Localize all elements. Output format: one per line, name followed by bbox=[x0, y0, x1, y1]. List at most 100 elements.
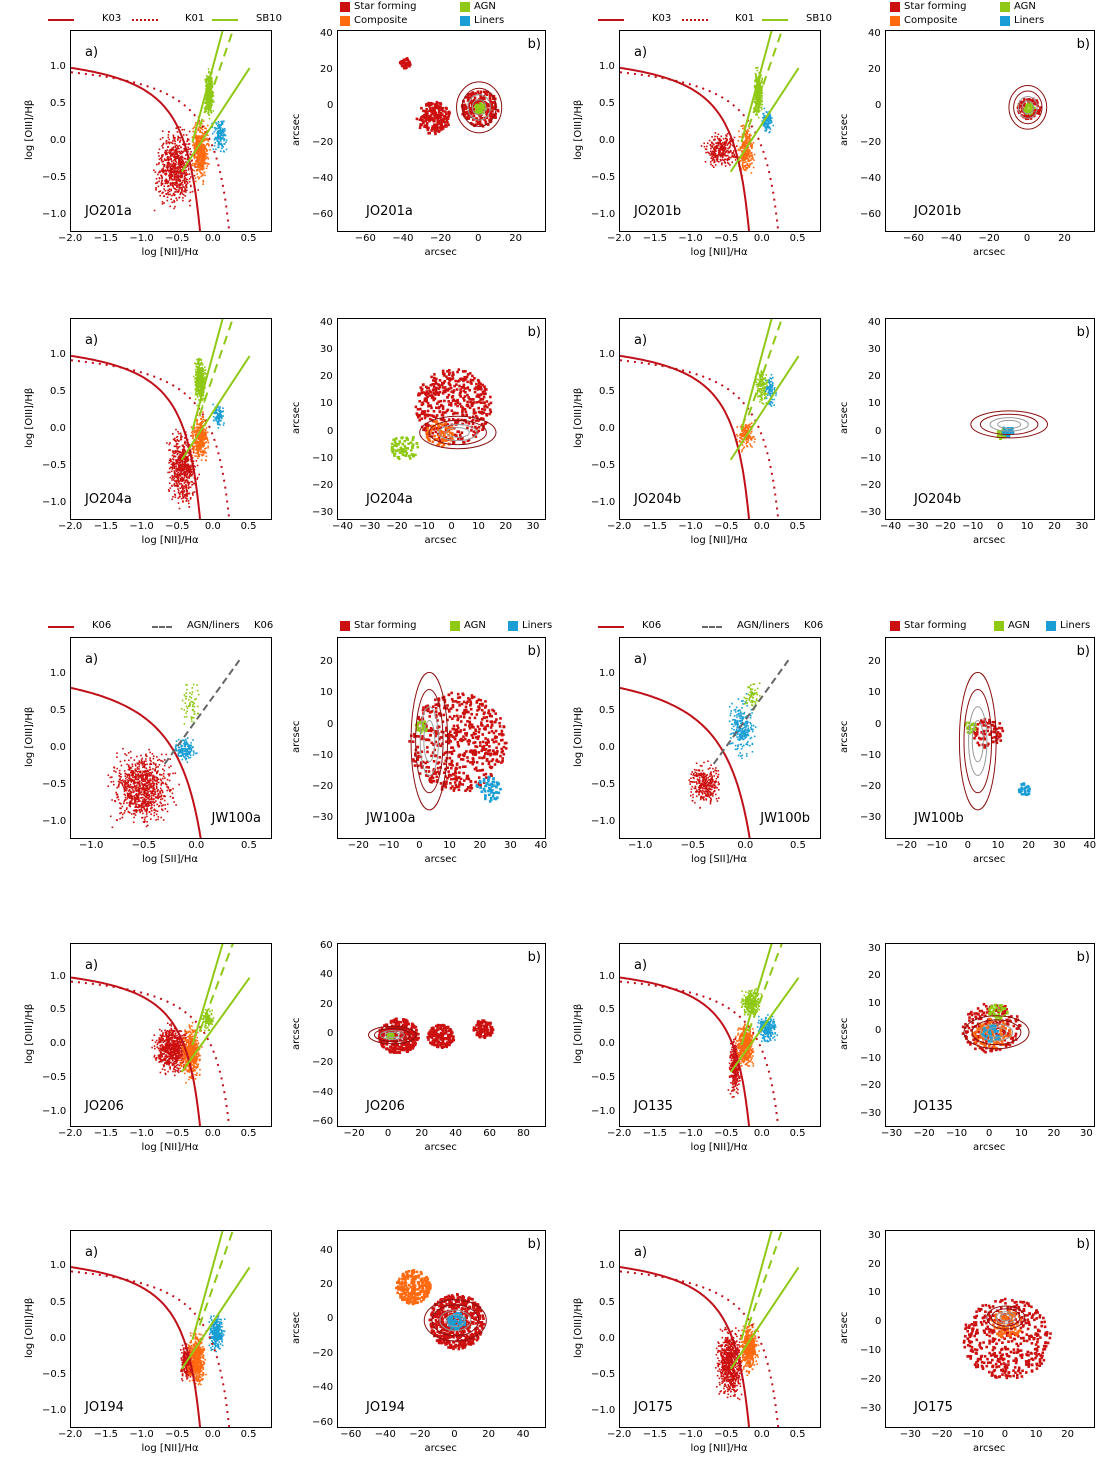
point bbox=[169, 152, 172, 155]
point bbox=[168, 150, 171, 152]
point bbox=[196, 378, 198, 380]
point bbox=[719, 140, 721, 143]
point bbox=[174, 159, 177, 161]
spaxel bbox=[426, 117, 429, 121]
point bbox=[169, 177, 172, 179]
point bbox=[767, 124, 769, 126]
point bbox=[722, 156, 724, 158]
point bbox=[179, 179, 181, 181]
point bbox=[173, 177, 176, 180]
point bbox=[176, 186, 178, 188]
point bbox=[166, 182, 168, 184]
point bbox=[192, 483, 195, 485]
point bbox=[752, 107, 755, 110]
point bbox=[212, 148, 215, 151]
spaxel bbox=[1035, 99, 1038, 102]
point bbox=[194, 177, 197, 179]
point bbox=[173, 183, 176, 186]
point bbox=[161, 175, 163, 178]
point bbox=[755, 94, 757, 97]
point bbox=[181, 164, 183, 166]
point bbox=[216, 132, 219, 135]
points-lin bbox=[211, 120, 228, 153]
point bbox=[743, 142, 746, 144]
point bbox=[200, 138, 203, 140]
point bbox=[191, 454, 194, 457]
point bbox=[719, 159, 722, 162]
point bbox=[154, 171, 157, 173]
spaxel bbox=[438, 108, 442, 112]
legend-row1-left: K03 K01 SB10 bbox=[40, 13, 282, 27]
point bbox=[174, 157, 177, 159]
point bbox=[153, 209, 156, 212]
point bbox=[714, 132, 717, 134]
point bbox=[169, 155, 172, 157]
point bbox=[218, 127, 221, 129]
point bbox=[200, 433, 202, 435]
point bbox=[222, 129, 224, 132]
point bbox=[201, 147, 203, 149]
spaxel bbox=[427, 103, 431, 107]
point bbox=[717, 142, 719, 145]
spaxel bbox=[436, 116, 439, 120]
point bbox=[769, 118, 772, 120]
point bbox=[168, 159, 170, 162]
point bbox=[193, 144, 195, 146]
point bbox=[176, 131, 179, 133]
point bbox=[186, 497, 188, 500]
point bbox=[202, 421, 205, 423]
point bbox=[714, 152, 717, 155]
point bbox=[184, 464, 186, 466]
point bbox=[745, 166, 747, 169]
point bbox=[193, 169, 196, 172]
point bbox=[209, 108, 212, 110]
point bbox=[165, 159, 167, 161]
spaxel bbox=[476, 90, 480, 93]
point bbox=[198, 160, 200, 162]
point bbox=[175, 151, 178, 153]
spaxel bbox=[402, 58, 406, 62]
point bbox=[201, 128, 204, 131]
point bbox=[737, 140, 740, 142]
point bbox=[211, 95, 213, 97]
point bbox=[175, 459, 177, 461]
point bbox=[187, 459, 190, 462]
point bbox=[173, 167, 175, 169]
point bbox=[734, 159, 737, 161]
legend-lin-3: Liners bbox=[522, 620, 553, 631]
point bbox=[196, 379, 198, 381]
point bbox=[714, 154, 716, 156]
spaxels-sf bbox=[460, 90, 500, 128]
point bbox=[715, 150, 717, 152]
point bbox=[181, 454, 184, 456]
point bbox=[199, 374, 202, 376]
spaxel bbox=[444, 112, 448, 116]
spaxel bbox=[1020, 109, 1024, 113]
spaxel bbox=[404, 66, 407, 70]
point bbox=[186, 473, 189, 476]
point bbox=[198, 166, 201, 169]
point bbox=[189, 467, 191, 470]
point bbox=[173, 173, 175, 176]
point bbox=[205, 127, 207, 130]
point bbox=[210, 99, 212, 102]
point bbox=[162, 147, 164, 149]
point bbox=[181, 490, 183, 493]
point bbox=[723, 143, 725, 145]
spaxel bbox=[424, 110, 427, 113]
point bbox=[179, 461, 181, 463]
point bbox=[173, 464, 176, 466]
point bbox=[769, 128, 772, 131]
point bbox=[212, 132, 214, 135]
spaxel bbox=[477, 92, 480, 96]
point bbox=[170, 169, 173, 172]
spaxel bbox=[466, 95, 470, 98]
spaxel bbox=[485, 93, 489, 96]
point bbox=[158, 158, 161, 161]
spaxel bbox=[421, 115, 425, 118]
point bbox=[200, 154, 202, 157]
point bbox=[225, 139, 228, 141]
point bbox=[206, 93, 208, 96]
spaxel bbox=[493, 106, 497, 109]
point bbox=[174, 449, 177, 452]
